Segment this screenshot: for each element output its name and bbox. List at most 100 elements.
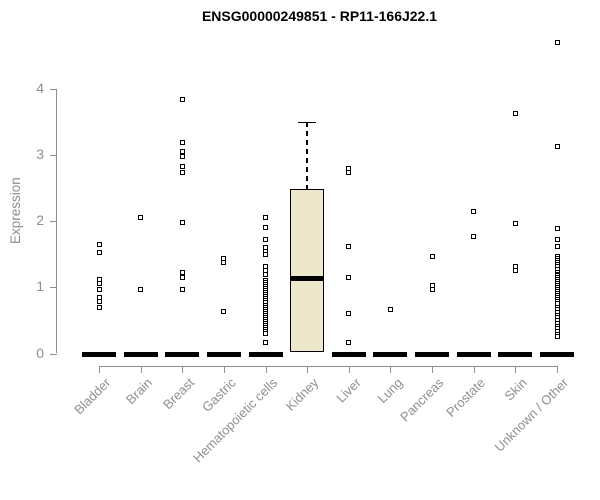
data-point — [263, 225, 269, 231]
zero-median-bar — [165, 352, 200, 357]
data-point — [554, 244, 560, 250]
y-tick-mark — [50, 353, 57, 355]
data-point — [96, 281, 102, 287]
data-point — [471, 234, 477, 240]
y-axis-line — [56, 88, 57, 354]
x-tick-label: Unknown / Other — [492, 375, 572, 455]
x-tick-label: Lung — [374, 375, 406, 407]
x-tick-label: Gastric — [198, 375, 239, 415]
data-point — [554, 144, 560, 150]
y-tick-label: 3 — [36, 145, 44, 162]
data-point — [179, 270, 185, 276]
x-tick-label: Kidney — [283, 375, 322, 414]
y-tick-mark — [50, 88, 57, 90]
x-tick-label: Liver — [332, 375, 364, 406]
x-tick-mark — [348, 366, 350, 373]
data-point — [96, 241, 102, 247]
data-point — [179, 219, 185, 225]
x-tick-mark — [473, 366, 475, 373]
zero-median-bar — [123, 352, 158, 357]
data-point — [96, 249, 102, 255]
data-point — [263, 237, 269, 243]
y-tick-label: 4 — [36, 79, 44, 96]
data-point — [138, 215, 144, 221]
data-point — [554, 334, 560, 340]
y-tick-mark — [50, 287, 57, 289]
data-point — [179, 148, 185, 154]
data-point — [512, 263, 518, 269]
x-tick-mark — [265, 366, 267, 373]
data-point — [263, 214, 269, 220]
zero-median-bar — [82, 352, 116, 357]
zero-median-bar — [331, 352, 366, 357]
data-point — [346, 340, 352, 346]
zero-median-bar — [248, 352, 283, 357]
x-tick-mark — [182, 366, 184, 373]
data-point — [96, 294, 102, 300]
data-point — [387, 307, 393, 313]
y-tick-label: 2 — [36, 212, 44, 229]
data-point — [179, 154, 185, 160]
data-point — [554, 39, 560, 45]
zero-median-bar — [415, 352, 450, 357]
data-point — [179, 140, 185, 146]
data-point — [263, 272, 269, 278]
data-point — [263, 252, 269, 258]
data-point — [179, 287, 185, 293]
data-point — [346, 244, 352, 250]
x-tick-label: Skin — [501, 375, 530, 404]
x-tick-mark — [432, 366, 434, 373]
x-tick-label: Breast — [159, 375, 197, 413]
data-point — [429, 287, 435, 293]
x-tick-label: Pancreas — [397, 375, 447, 425]
data-point — [179, 97, 185, 103]
data-point — [429, 282, 435, 288]
data-point — [346, 170, 352, 176]
x-tick-mark — [515, 366, 517, 373]
x-tick-label: Bladder — [71, 375, 114, 418]
data-point — [179, 169, 185, 175]
data-point — [429, 253, 435, 259]
x-tick-mark — [223, 366, 225, 373]
zero-median-bar — [498, 352, 533, 357]
x-tick-mark — [557, 366, 558, 373]
data-point — [221, 308, 227, 314]
zero-median-bar — [373, 352, 408, 357]
data-point — [96, 286, 102, 292]
zero-median-bar — [206, 352, 241, 357]
box-rect — [290, 188, 325, 353]
data-point — [554, 226, 560, 232]
zero-median-bar — [540, 352, 574, 357]
data-point — [96, 305, 102, 311]
data-point — [554, 237, 560, 243]
upper-whisker-cap — [298, 121, 317, 123]
data-point — [346, 311, 352, 317]
median-line — [290, 276, 325, 281]
x-tick-mark — [99, 366, 100, 373]
data-point — [471, 208, 477, 214]
data-point — [512, 111, 518, 117]
chart-title: ENSG00000249851 - RP11-166J22.1 — [201, 8, 438, 24]
data-point — [221, 260, 227, 266]
y-tick-label: 0 — [36, 344, 44, 361]
data-point — [263, 331, 269, 337]
x-tick-mark — [140, 366, 142, 373]
y-tick-mark — [50, 221, 57, 223]
y-tick-label: 1 — [36, 278, 44, 295]
x-tick-mark — [390, 366, 392, 373]
zero-median-bar — [456, 352, 491, 357]
data-point — [179, 164, 185, 170]
x-tick-mark — [307, 366, 309, 373]
data-point — [263, 339, 269, 345]
data-point — [512, 268, 518, 274]
data-point — [346, 275, 352, 281]
data-point — [179, 275, 185, 281]
upper-whisker-line — [306, 121, 309, 189]
data-point — [96, 299, 102, 305]
x-axis-line — [99, 366, 557, 367]
x-tick-label: Brain — [123, 375, 156, 408]
data-point — [346, 165, 352, 171]
y-tick-mark — [50, 154, 57, 156]
